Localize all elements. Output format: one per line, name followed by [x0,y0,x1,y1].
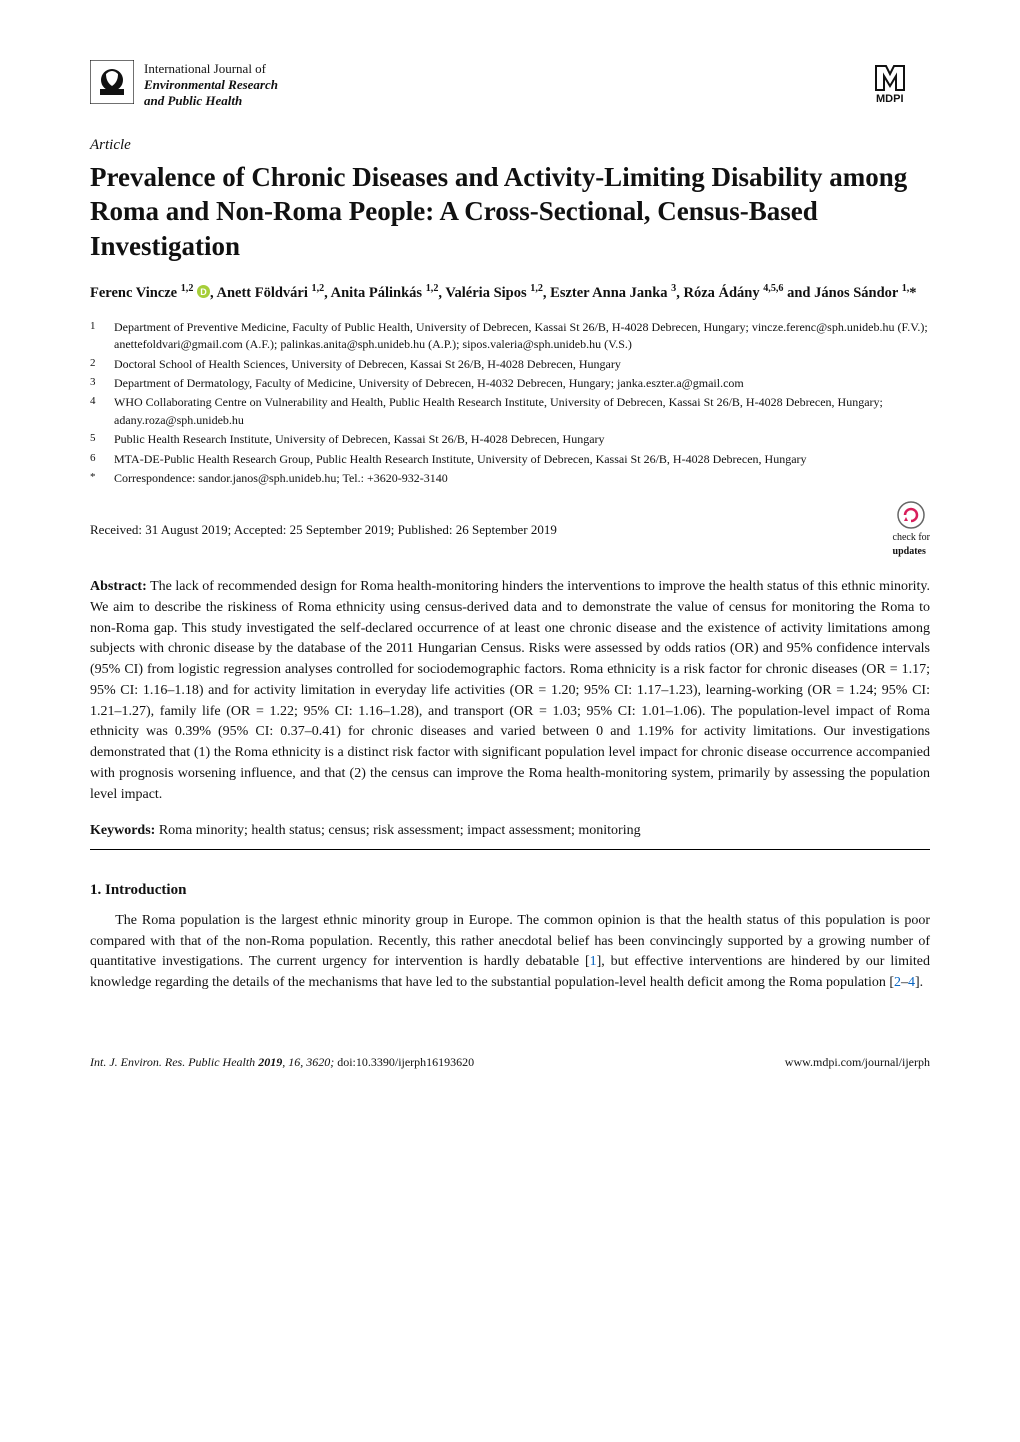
journal-name-line3: and Public Health [144,93,278,109]
affiliation-text: MTA-DE-Public Health Research Group, Pub… [114,451,807,468]
affiliation-num: 3 [90,375,104,392]
abstract-label: Abstract: [90,579,147,594]
section-divider [90,849,930,850]
page-header: International Journal of Environmental R… [90,60,930,111]
authors-line: Ferenc Vincze 1,2 D , Anett Földvári 1,2… [90,281,930,305]
journal-name-line2: Environmental Research [144,77,278,93]
author-name: Róza Ádány 4,5,6 and [683,285,814,301]
abstract-text: The lack of recommended design for Roma … [90,579,930,801]
dates-row: Received: 31 August 2019; Accepted: 25 S… [90,501,930,559]
svg-text:MDPI: MDPI [876,93,904,104]
check-updates-label: check forupdates [893,531,930,559]
affiliation-text: Public Health Research Institute, Univer… [114,431,605,448]
keywords-label: Keywords: [90,823,155,838]
publication-dates: Received: 31 August 2019; Accepted: 25 S… [90,521,557,539]
author-name: Ferenc Vincze 1,2 [90,285,193,301]
affiliation-num: 6 [90,451,104,468]
journal-name: International Journal of Environmental R… [144,61,278,110]
citation-ref[interactable]: 1 [590,954,597,969]
journal-logo-icon [90,60,134,111]
para-text: ]. [915,975,923,990]
affiliation-num: 5 [90,431,104,448]
affiliation-item: 4 WHO Collaborating Centre on Vulnerabili… [90,394,930,429]
article-title: Prevalence of Chronic Diseases and Activ… [90,160,930,264]
affiliation-text: Correspondence: sandor.janos@sph.unideb.… [114,470,448,487]
affiliation-num: 4 [90,394,104,429]
affiliation-item: * Correspondence: sandor.janos@sph.unideb… [90,470,930,487]
affiliation-item: 5 Public Health Research Institute, Unive… [90,431,930,448]
affiliation-num: 1 [90,319,104,354]
author-name: Anett Földvári 1,2, [216,285,330,301]
affiliation-text: Doctoral School of Health Sciences, Univ… [114,356,621,373]
journal-name-line1: International Journal of [144,61,278,77]
article-type: Article [90,135,930,156]
affiliation-text: Department of Preventive Medicine, Facul… [114,319,930,354]
affiliation-text: Department of Dermatology, Faculty of Me… [114,375,744,392]
affiliations-list: 1 Department of Preventive Medicine, Facu… [90,319,930,488]
section-heading: 1. Introduction [90,880,930,901]
author-name: Eszter Anna Janka 3, [550,285,683,301]
para-text: – [901,975,908,990]
check-for-updates-badge[interactable]: check forupdates [893,501,930,559]
keywords-block: Keywords: Roma minority; health status; … [90,821,930,841]
publisher-logo-icon: MDPI [870,60,930,111]
page-footer: Int. J. Environ. Res. Public Health 2019… [90,1054,930,1071]
affiliation-text: WHO Collaborating Centre on Vulnerabilit… [114,394,930,429]
affiliation-item: 1 Department of Preventive Medicine, Facu… [90,319,930,354]
affiliation-item: 3 Department of Dermatology, Faculty of M… [90,375,930,392]
author-name: János Sándor 1,* [814,285,916,301]
affiliation-item: 6 MTA-DE-Public Health Research Group, Pu… [90,451,930,468]
author-name: Anita Pálinkás 1,2, [331,285,446,301]
affiliation-item: 2 Doctoral School of Health Sciences, Uni… [90,356,930,373]
affiliation-num: 2 [90,356,104,373]
svg-text:D: D [200,287,207,297]
keywords-text: Roma minority; health status; census; ri… [159,823,641,838]
author-name: Valéria Sipos 1,2, [445,285,550,301]
footer-url[interactable]: www.mdpi.com/journal/ijerph [785,1054,930,1071]
orcid-icon[interactable]: D [197,284,210,297]
citation-ref[interactable]: 2 [894,975,901,990]
intro-paragraph: The Roma population is the largest ethni… [90,911,930,994]
abstract-block: Abstract: The lack of recommended design… [90,577,930,805]
affiliation-num: * [90,470,104,487]
check-updates-icon [897,501,925,529]
citation-ref[interactable]: 4 [908,975,915,990]
footer-citation: Int. J. Environ. Res. Public Health 2019… [90,1054,474,1071]
journal-block: International Journal of Environmental R… [90,60,278,111]
